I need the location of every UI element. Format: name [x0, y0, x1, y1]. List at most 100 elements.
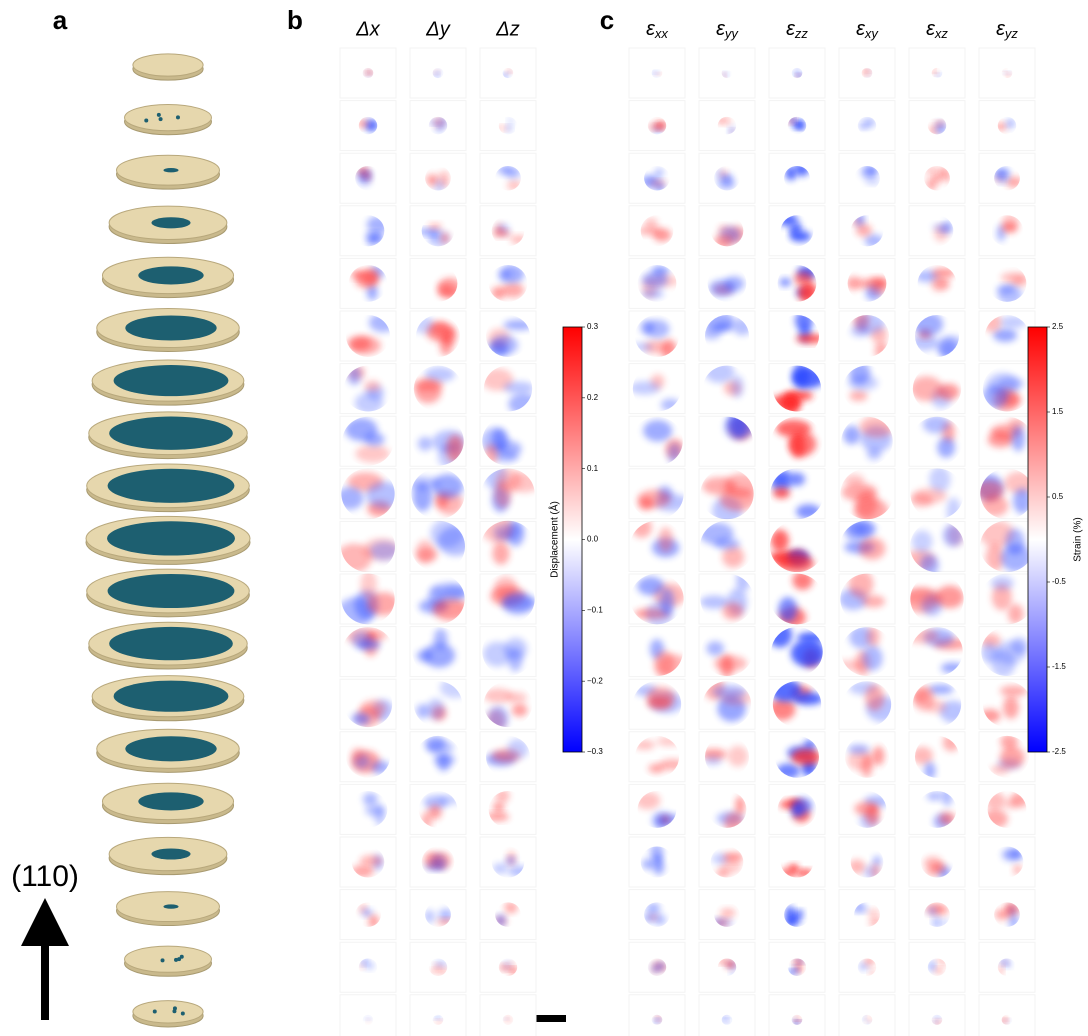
- map-lobe: [502, 592, 534, 614]
- map-lobe: [848, 375, 878, 391]
- map-lobe: [632, 342, 653, 352]
- map: [416, 519, 473, 563]
- map-lobe: [861, 165, 878, 179]
- map-lobe: [504, 901, 518, 912]
- map-lobe: [771, 530, 789, 552]
- map-lobe: [435, 180, 445, 194]
- map: [491, 263, 525, 299]
- map-lobe: [506, 857, 516, 864]
- layer-core: [114, 681, 229, 712]
- map-lobe: [632, 517, 652, 537]
- map: [413, 367, 455, 403]
- map: [776, 420, 817, 458]
- maps: [336, 48, 1036, 1036]
- map-lobe: [431, 322, 448, 336]
- map-lobe: [508, 118, 514, 126]
- map-lobe: [769, 469, 791, 483]
- map-lobe: [853, 900, 865, 911]
- map-lobe: [350, 336, 381, 354]
- map-lobe: [643, 420, 672, 441]
- map: [424, 852, 451, 870]
- map: [980, 685, 1027, 722]
- map-lobe: [793, 958, 804, 963]
- map: [632, 320, 677, 361]
- map: [429, 116, 448, 132]
- map-lobe: [431, 582, 468, 601]
- map-lobe: [715, 918, 729, 928]
- map-lobe: [436, 967, 448, 975]
- map-lobe: [1006, 122, 1014, 129]
- map-lobe: [844, 474, 864, 486]
- layer-core: [109, 417, 233, 450]
- page: {"panels": {"a": "a", "b": "b", "c": "c"…: [0, 0, 1088, 1036]
- map-lobe: [924, 762, 935, 780]
- layer-core: [107, 521, 235, 555]
- map: [843, 416, 894, 460]
- map: [988, 418, 1026, 452]
- map-lobe: [936, 957, 949, 965]
- map-lobe: [859, 125, 867, 129]
- map: [788, 115, 806, 129]
- map-lobe: [661, 399, 680, 411]
- map-lobe: [732, 318, 752, 336]
- layer-atom: [161, 958, 165, 962]
- layer-core: [163, 168, 178, 172]
- map-lobe: [875, 342, 888, 360]
- map-lobe: [925, 866, 940, 877]
- map-lobe: [655, 168, 664, 177]
- map: [721, 1015, 730, 1023]
- map: [714, 225, 746, 248]
- map: [365, 216, 389, 246]
- map: [405, 474, 464, 515]
- map-lobe: [415, 380, 442, 403]
- map-lobe: [869, 1022, 873, 1026]
- map-lobe: [780, 868, 796, 879]
- map: [991, 734, 1025, 774]
- map-lobe: [435, 70, 441, 76]
- map: [485, 739, 528, 766]
- map-lobe: [362, 909, 372, 916]
- map-lobe: [363, 793, 378, 806]
- map-lobe: [792, 967, 798, 973]
- map-lobe: [412, 316, 434, 334]
- map-lobe: [861, 755, 872, 778]
- map: [502, 70, 515, 79]
- colorbar-tick-label: 0.1: [587, 464, 599, 473]
- map-lobe: [427, 741, 454, 755]
- map: [861, 67, 873, 77]
- map: [425, 736, 456, 771]
- map: [983, 313, 1027, 342]
- map-lobe: [932, 268, 956, 278]
- map-lobe: [928, 908, 937, 915]
- map: [778, 571, 812, 628]
- map-lobe: [910, 376, 943, 401]
- map-lobe: [717, 179, 735, 190]
- map-lobe: [365, 232, 382, 239]
- header-subscript: zz: [794, 26, 809, 41]
- map: [981, 634, 1028, 677]
- map-lobe: [714, 656, 747, 671]
- map-lobe: [486, 813, 509, 821]
- map-lobe: [657, 654, 689, 677]
- map: [483, 689, 527, 733]
- map-lobe: [791, 639, 826, 667]
- map: [979, 520, 1031, 572]
- map: [434, 70, 442, 79]
- map-lobe: [848, 744, 870, 754]
- map-frame: [410, 258, 466, 308]
- map: [768, 622, 826, 667]
- map: [496, 118, 514, 132]
- map-lobe: [1002, 222, 1018, 233]
- map: [481, 428, 522, 465]
- map-lobe: [856, 313, 885, 334]
- map-frame: [480, 153, 536, 203]
- map-lobe: [496, 126, 508, 131]
- map: [859, 957, 876, 975]
- panel-label: c: [600, 5, 614, 35]
- map-frame: [839, 995, 895, 1036]
- layer-atom: [174, 958, 178, 962]
- map-lobe: [370, 120, 379, 130]
- map: [634, 577, 686, 628]
- map: [995, 902, 1022, 929]
- map: [931, 68, 943, 79]
